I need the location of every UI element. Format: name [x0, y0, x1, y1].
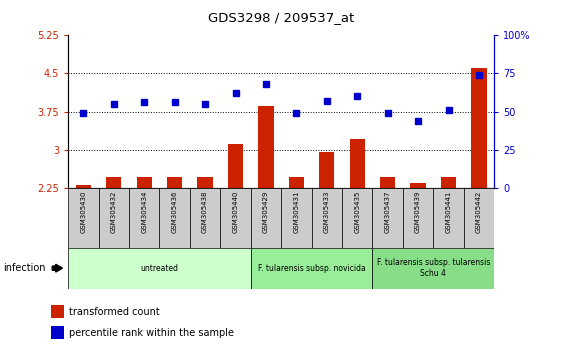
Bar — [68, 248, 250, 289]
Bar — [433, 188, 463, 248]
Bar — [281, 188, 312, 248]
Bar — [129, 188, 160, 248]
Bar — [411, 183, 425, 188]
Bar — [68, 188, 99, 248]
Bar — [228, 144, 243, 188]
Text: untreated: untreated — [140, 264, 178, 273]
Bar — [258, 107, 274, 188]
Bar — [373, 248, 494, 289]
Text: GSM305432: GSM305432 — [111, 190, 117, 233]
Text: GSM305434: GSM305434 — [141, 190, 147, 233]
Text: GSM305437: GSM305437 — [385, 190, 391, 233]
Text: GSM305435: GSM305435 — [354, 190, 360, 233]
Bar — [463, 188, 494, 248]
Bar — [220, 188, 250, 248]
Text: GSM305430: GSM305430 — [81, 190, 86, 233]
Text: F. tularensis subsp. tularensis
Schu 4: F. tularensis subsp. tularensis Schu 4 — [377, 258, 490, 278]
Bar — [137, 177, 152, 188]
Bar — [160, 188, 190, 248]
Bar — [380, 177, 395, 188]
Bar — [198, 177, 212, 188]
Bar — [99, 188, 129, 248]
Bar — [471, 68, 487, 188]
Text: GSM305438: GSM305438 — [202, 190, 208, 233]
Text: transformed count: transformed count — [69, 307, 160, 316]
Bar — [342, 188, 373, 248]
Bar — [312, 188, 342, 248]
Bar — [250, 248, 373, 289]
Text: GSM305440: GSM305440 — [232, 190, 239, 233]
Text: GSM305433: GSM305433 — [324, 190, 330, 233]
Bar — [319, 152, 335, 188]
Text: GSM305442: GSM305442 — [476, 190, 482, 233]
Bar — [441, 177, 456, 188]
Text: GSM305439: GSM305439 — [415, 190, 421, 233]
Bar — [250, 188, 281, 248]
Bar — [106, 177, 122, 188]
Text: infection: infection — [3, 263, 45, 273]
Bar — [289, 177, 304, 188]
Bar — [403, 188, 433, 248]
Bar — [350, 139, 365, 188]
Bar — [76, 185, 91, 188]
Text: GSM305436: GSM305436 — [172, 190, 178, 233]
Bar — [373, 188, 403, 248]
Text: GSM305441: GSM305441 — [445, 190, 452, 233]
Text: GSM305429: GSM305429 — [263, 190, 269, 233]
Text: GDS3298 / 209537_at: GDS3298 / 209537_at — [208, 11, 354, 24]
Bar — [167, 177, 182, 188]
Text: GSM305431: GSM305431 — [294, 190, 299, 233]
Text: percentile rank within the sample: percentile rank within the sample — [69, 328, 234, 338]
Text: F. tularensis subsp. novicida: F. tularensis subsp. novicida — [258, 264, 365, 273]
Bar — [190, 188, 220, 248]
